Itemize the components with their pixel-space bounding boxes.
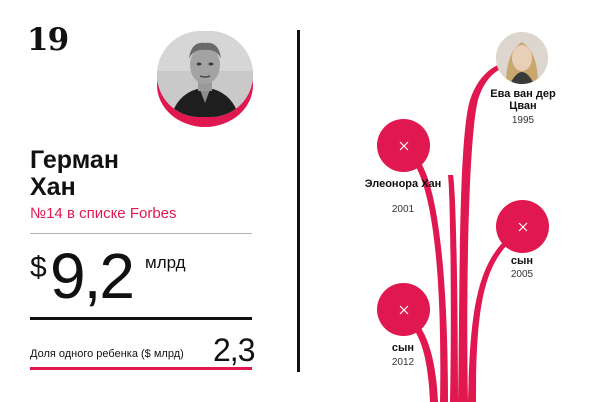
child-year-eva: 1995	[511, 115, 535, 126]
cross-icon	[518, 222, 527, 231]
divider	[30, 233, 252, 234]
person-name-line2: Хан	[30, 173, 76, 201]
person-name-line1: Герман	[30, 146, 119, 174]
child-node-son-2005	[496, 200, 549, 253]
wealth-amount: 9,2	[50, 240, 135, 312]
share-value: 2,3	[213, 332, 255, 368]
child-name-eva: Ева ван дер Цван	[490, 88, 556, 112]
child-name-eleonora: Элеонора Хан	[364, 178, 442, 190]
share-label: Доля одного ребенка ($ млрд)	[30, 348, 184, 360]
cross-icon	[399, 141, 408, 150]
person-portrait	[157, 31, 253, 127]
family-tree-branches	[400, 62, 510, 402]
rank-number: 19	[27, 22, 69, 58]
child-year-eleonora: 2001	[391, 204, 415, 215]
currency-symbol: $	[30, 251, 47, 284]
eva-portrait	[496, 32, 548, 84]
cross-icon	[399, 305, 408, 314]
child-node-son-2012	[377, 283, 430, 336]
child-year-son-2012: 2012	[391, 357, 415, 368]
person-silhouette-icon	[157, 31, 253, 117]
child-name-son-2012: сын	[391, 342, 415, 354]
child-year-son-2005: 2005	[510, 269, 534, 280]
divider-accent	[30, 367, 252, 370]
child-name-son-2005: сын	[510, 255, 534, 267]
vertical-separator	[297, 30, 300, 372]
person-name: Герман Хан	[30, 147, 119, 201]
child-node-eleonora	[377, 119, 430, 172]
divider-thick	[30, 317, 252, 320]
forbes-rank: №14 в списке Forbes	[30, 205, 177, 222]
person-silhouette-icon	[496, 32, 548, 84]
portrait-photo	[157, 31, 253, 117]
wealth-unit: млрд	[145, 253, 186, 272]
